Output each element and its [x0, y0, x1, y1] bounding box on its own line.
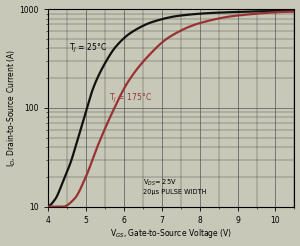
X-axis label: V$_{GS}$, Gate-to-Source Voltage (V): V$_{GS}$, Gate-to-Source Voltage (V) [110, 228, 232, 240]
Text: V$_{DS}$= 25V
20μs PULSE WIDTH: V$_{DS}$= 25V 20μs PULSE WIDTH [143, 178, 206, 195]
Y-axis label: I$_{D}$, Drain-to-Source Current (A): I$_{D}$, Drain-to-Source Current (A) [6, 49, 18, 167]
Text: T$_J$ = 25°C: T$_J$ = 25°C [69, 42, 107, 55]
Text: T$_J$ = 175°C: T$_J$ = 175°C [109, 92, 152, 105]
